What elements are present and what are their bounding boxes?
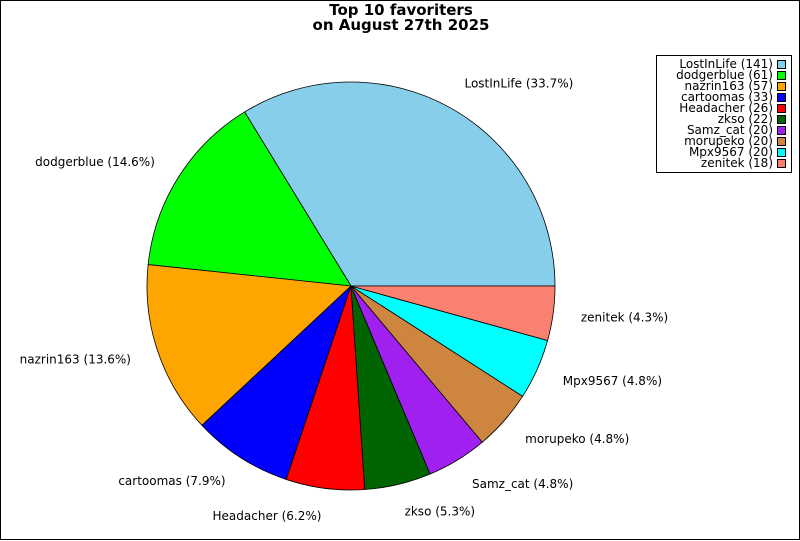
legend-swatch [777, 115, 786, 124]
legend-label: nazrin163 (57) [684, 79, 773, 93]
pie-label-morupeko: morupeko (4.8%) [525, 432, 629, 446]
legend-item: morupeko (20) [657, 134, 786, 148]
legend-swatch [777, 60, 786, 69]
pie-slice-nazrin163 [146, 264, 352, 426]
legend-item: Samz_cat (20) [657, 123, 786, 137]
pie-slice-dodgerblue [147, 111, 352, 287]
pie-label-zkso: zkso (5.3%) [405, 505, 476, 519]
legend-label: LostInLife (141) [679, 57, 773, 71]
legend-swatch [777, 137, 786, 146]
legend-item: dodgerblue (61) [657, 68, 786, 82]
pie-label-nazrin163: nazrin163 (13.6%) [20, 353, 131, 367]
legend-item: Mpx9567 (20) [657, 145, 786, 159]
legend-swatch [777, 71, 786, 80]
legend-item: Headacher (26) [657, 101, 786, 115]
pie-label-headacher: Headacher (6.2%) [213, 509, 322, 523]
legend-swatch [777, 93, 786, 102]
legend-swatch [777, 126, 786, 135]
legend-label: dodgerblue (61) [676, 68, 773, 82]
legend-label: zenitek (18) [700, 156, 773, 170]
chart-title: Top 10 favoriters on August 27th 2025 [1, 3, 800, 33]
pie-slice-lostinlife [244, 81, 556, 287]
legend-item: cartoomas (33) [657, 90, 786, 104]
legend-item: zkso (22) [657, 112, 786, 126]
pie-label-zenitek: zenitek (4.3%) [581, 310, 668, 324]
legend-label: Samz_cat (20) [686, 123, 773, 137]
pie-label-dodgerblue: dodgerblue (14.6%) [35, 155, 155, 169]
pie-slice-cartoomas [201, 285, 352, 480]
pie-slice-zenitek [350, 285, 556, 342]
pie-label-samz-cat: Samz_cat (4.8%) [472, 477, 573, 491]
legend-label: zkso (22) [717, 112, 773, 126]
legend-label: cartoomas (33) [680, 90, 773, 104]
legend-item: zenitek (18) [657, 156, 786, 170]
legend-swatch [777, 159, 786, 168]
legend-label: Mpx9567 (20) [688, 145, 773, 159]
legend-swatch [777, 82, 786, 91]
legend-item: nazrin163 (57) [657, 79, 786, 93]
legend-label: Headacher (26) [679, 101, 773, 115]
legend-item: LostInLife (141) [657, 57, 786, 71]
legend-swatch [777, 148, 786, 157]
legend: LostInLife (141) dodgerblue (61) nazrin163… [656, 55, 792, 173]
chart-title-line-2: on August 27th 2025 [312, 16, 490, 34]
pie-label-cartoomas: cartoomas (7.9%) [118, 474, 225, 488]
chart-title-line-1: Top 10 favoriters [329, 1, 473, 19]
pie-label-lostinlife: LostInLife (33.7%) [464, 77, 573, 91]
legend-label: morupeko (20) [684, 134, 773, 148]
legend-swatch [777, 104, 786, 113]
pie-label-mpx9567: Mpx9567 (4.8%) [563, 374, 662, 388]
